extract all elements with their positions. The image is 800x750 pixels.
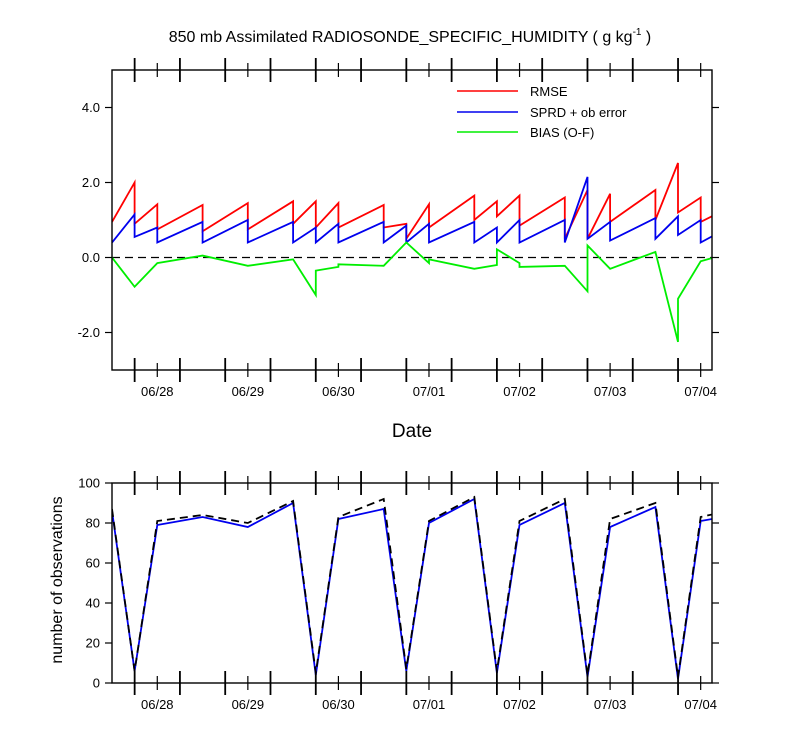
bottom-xtick-label: 07/04	[684, 697, 717, 712]
top-xtick-label: 07/04	[684, 384, 717, 399]
top-xtick-label: 06/30	[322, 384, 355, 399]
top-plot-frame	[111, 69, 713, 371]
bottom-plot: 0 20 40 60 80 100 06/28 06/29 06/30 07/01 07/02 07/…	[49, 471, 719, 712]
bottom-xtick-label: 06/30	[322, 697, 355, 712]
top-xtick-label: 06/29	[232, 384, 265, 399]
bottom-xtick-label: 06/28	[141, 697, 174, 712]
bottom-ytick-label: 20	[86, 636, 100, 651]
top-ytick-label: -2.0	[78, 325, 100, 340]
bottom-xtick-label: 07/02	[503, 697, 536, 712]
top-xtick-label: 06/28	[141, 384, 174, 399]
top-ytick-label: 4.0	[82, 100, 100, 115]
chart-title: 850 mb Assimilated RADIOSONDE_SPECIFIC_H…	[169, 27, 652, 46]
legend-label-rmse: RMSE	[530, 84, 568, 99]
bottom-ytick-label: 100	[78, 476, 100, 491]
x-axis-title: Date	[392, 421, 432, 442]
top-ytick-label: 2.0	[82, 175, 100, 190]
top-series-rmse	[112, 162, 712, 242]
bottom-ytick-label: 60	[86, 556, 100, 571]
bottom-ytick-label: 80	[86, 516, 100, 531]
top-plot: -2.0 0.0 2.0 4.0 06/28 06/29 06/30 07/01 07/02 07…	[78, 58, 719, 442]
bottom-xtick-label: 07/01	[413, 697, 446, 712]
bottom-plot-frame	[111, 482, 713, 684]
legend-label-bias: BIAS (O-F)	[530, 125, 594, 140]
top-xtick-label: 07/03	[594, 384, 627, 399]
y-axis-title-observations: number of observations	[49, 496, 66, 663]
bottom-ytick-label: 40	[86, 596, 100, 611]
legend: RMSE SPRD + ob error BIAS (O-F)	[457, 84, 627, 140]
top-xtick-label: 07/01	[413, 384, 446, 399]
top-series-sprd-ob-error	[112, 176, 712, 245]
top-xtick-label: 07/02	[503, 384, 536, 399]
bottom-series-possible	[112, 495, 712, 678]
bottom-xtick-label: 06/29	[232, 697, 265, 712]
top-series-bias-o-f	[112, 241, 712, 343]
bottom-series-assimilated	[112, 497, 712, 680]
top-ytick-label: 0.0	[82, 250, 100, 265]
bottom-ytick-label: 0	[93, 676, 100, 691]
bottom-xtick-label: 07/03	[594, 697, 627, 712]
legend-label-sprd: SPRD + ob error	[530, 105, 627, 120]
